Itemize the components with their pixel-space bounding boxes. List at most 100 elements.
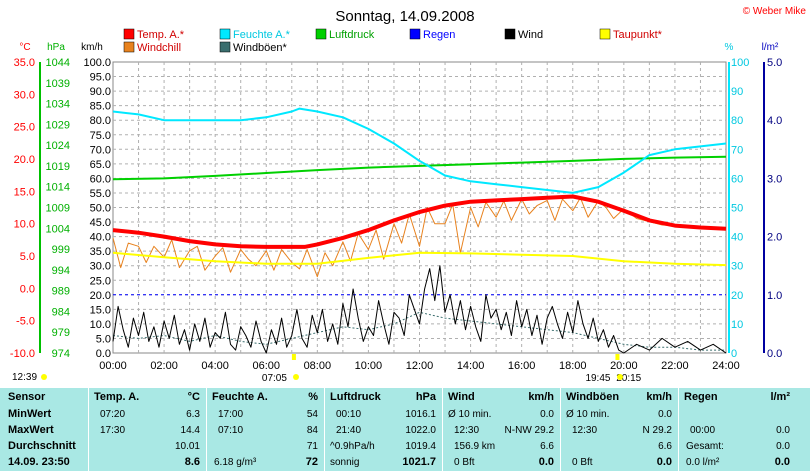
humidity-tick-label: 80 bbox=[731, 115, 743, 127]
pressure-tick-label: 1019 bbox=[46, 161, 70, 173]
wind-avg10-label: Ø 10 min. bbox=[448, 409, 492, 420]
summary-temp-header: Temp. A. bbox=[94, 391, 140, 403]
legend-swatch-wind bbox=[504, 28, 516, 40]
gust-max-time: 12:30 bbox=[572, 425, 598, 436]
temp-min-value: 6.3 bbox=[186, 409, 200, 420]
rain-tick-label: 5.0 bbox=[767, 57, 782, 69]
legend-label-gust: Windböen* bbox=[233, 42, 288, 54]
humidity-current-value: 72 bbox=[305, 456, 318, 468]
rain-current-amount: 0.0 l/m² bbox=[686, 457, 720, 468]
legend-swatch-humidity bbox=[219, 28, 231, 40]
legend-label-wind: Wind bbox=[518, 29, 543, 41]
legend: Temp. A.* Feuchte A.* Luftdruck Regen Wind Ta… bbox=[123, 28, 663, 54]
wind-tick-label: 0.0 bbox=[96, 348, 111, 360]
weather-chart: Sonntag, 14.09.2008 © Weber Mike Temp. A… bbox=[9, 6, 807, 384]
x-tick-label: 22:00 bbox=[661, 360, 689, 372]
pressure-avg-value: 1019.4 bbox=[405, 441, 436, 452]
pressure-trend: ^0.9hPa/h bbox=[330, 441, 375, 452]
x-tick-label: 02:00 bbox=[150, 360, 178, 372]
copyright-text: © Weber Mike bbox=[743, 6, 807, 17]
legend-swatch-windchill bbox=[123, 41, 135, 53]
summary-gust-unit: km/h bbox=[646, 391, 672, 403]
x-tick-label: 18:00 bbox=[559, 360, 587, 372]
unit-label-humidity: % bbox=[725, 42, 734, 53]
wind-tick-label: 100.0 bbox=[83, 57, 111, 69]
axis-units: °C hPa km/h% l/m² bbox=[19, 42, 779, 53]
rain-tick-label: 2.0 bbox=[767, 232, 782, 244]
wind-tick-label: 5.0 bbox=[96, 333, 111, 345]
wind-tick-label: 25.0 bbox=[90, 275, 111, 287]
humidity-tick-label: 20 bbox=[731, 290, 743, 302]
gust-max-value: N 29.2 bbox=[642, 425, 672, 436]
series-line-wind bbox=[112, 265, 727, 354]
x-tick-label: 12:00 bbox=[406, 360, 434, 372]
wind-tick-label: 20.0 bbox=[90, 290, 111, 302]
x-tick-label: 16:00 bbox=[508, 360, 536, 372]
time-label: 20:15 bbox=[616, 373, 641, 384]
summary-sensor-header: Sensor bbox=[8, 391, 46, 403]
wind-tick-label: 95.0 bbox=[90, 72, 111, 84]
humidity-tick-label: 100 bbox=[731, 57, 749, 69]
grid bbox=[39, 61, 765, 354]
wind-tick-label: 90.0 bbox=[90, 86, 111, 98]
temp-tick-label: 25.0 bbox=[14, 122, 35, 134]
legend-label-pressure: Luftdruck bbox=[329, 29, 375, 41]
unit-label-temp: °C bbox=[19, 42, 30, 53]
unit-label-rain: l/m² bbox=[762, 42, 779, 53]
rain-current-value: 0.0 bbox=[774, 456, 790, 468]
humidity-max-time: 07:10 bbox=[218, 425, 244, 436]
temp-tick-label: 15.0 bbox=[14, 186, 35, 198]
row-label-max: MaxWert bbox=[8, 424, 54, 436]
legend-swatch-pressure bbox=[315, 28, 327, 40]
bottom-labels: 12:39 07:05 19:45 20:15 bbox=[12, 354, 642, 384]
x-tick-label: 14:00 bbox=[457, 360, 485, 372]
wind-tick-label: 40.0 bbox=[90, 232, 111, 244]
wind-bft: 0 Bft bbox=[454, 457, 475, 468]
temp-tick-label: 0.0 bbox=[20, 283, 35, 295]
wind-tick-label: 50.0 bbox=[90, 203, 111, 215]
sun-dot bbox=[293, 374, 299, 380]
summary-wind-unit: km/h bbox=[528, 391, 554, 403]
x-tick-label: 24:00 bbox=[712, 360, 740, 372]
legend-swatch-temp bbox=[123, 28, 135, 40]
gust-bft: 0 Bft bbox=[572, 457, 593, 468]
x-tick-label: 08:00 bbox=[304, 360, 332, 372]
temp-avg-value: 10.01 bbox=[174, 441, 200, 452]
wind-tick-label: 80.0 bbox=[90, 115, 111, 127]
summary-rain-unit: l/m² bbox=[770, 391, 790, 403]
summary-gust-header: Windböen bbox=[566, 391, 620, 403]
legend-label-dewpoint: Taupunkt* bbox=[613, 29, 663, 41]
temp-tick-label: 30.0 bbox=[14, 89, 35, 101]
wind-tick-label: 85.0 bbox=[90, 101, 111, 113]
row-label-min: MinWert bbox=[8, 408, 52, 420]
pressure-min-value: 1016.1 bbox=[405, 409, 436, 420]
pressure-tick-label: 1014 bbox=[46, 182, 70, 194]
time-label: 07:05 bbox=[262, 373, 287, 384]
pressure-tick-label: 984 bbox=[52, 306, 70, 318]
summary-rain-header: Regen bbox=[684, 391, 718, 403]
pressure-tick-label: 979 bbox=[52, 327, 70, 339]
wind-max-time: 12:30 bbox=[454, 425, 480, 436]
legend-label-rain: Regen bbox=[423, 29, 455, 41]
x-tick-label: 10:00 bbox=[355, 360, 383, 372]
humidity-tick-label: 60 bbox=[731, 173, 743, 185]
pressure-tick-label: 994 bbox=[52, 265, 70, 277]
legend-swatch-gust bbox=[219, 41, 231, 53]
rain-max-value: 0.0 bbox=[776, 425, 790, 436]
gust-avg-value: 6.6 bbox=[658, 441, 672, 452]
temp-max-value: 14.4 bbox=[180, 425, 200, 436]
wind-tick-label: 10.0 bbox=[90, 319, 111, 331]
humidity-tick-label: 30 bbox=[731, 261, 743, 273]
pressure-forecast: sonnig bbox=[330, 457, 360, 468]
series-layer bbox=[112, 107, 727, 354]
humidity-tick-label: 90 bbox=[731, 86, 743, 98]
x-tick-label: 00:00 bbox=[99, 360, 127, 372]
pressure-tick-label: 1039 bbox=[46, 78, 70, 90]
row-label-avg: Durchschnitt bbox=[8, 440, 76, 452]
x-tick-label: 20:00 bbox=[610, 360, 638, 372]
wind-run: 156.9 km bbox=[454, 441, 496, 452]
humidity-min-time: 17:00 bbox=[218, 409, 244, 420]
wind-tick-label: 15.0 bbox=[90, 304, 111, 316]
rain-tick-label: 1.0 bbox=[767, 290, 782, 302]
rain-total-label: Gesamt: bbox=[686, 441, 724, 452]
